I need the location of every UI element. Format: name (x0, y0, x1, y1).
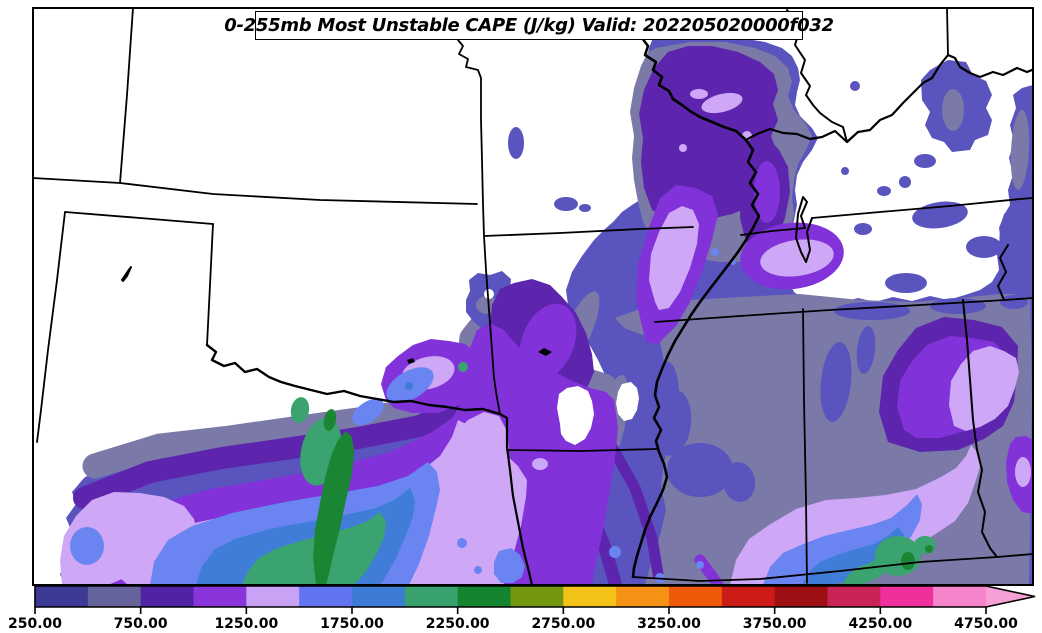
border-ky-tn-east (811, 197, 1033, 219)
border-ok-west (206, 223, 214, 346)
low-cape-holes (484, 289, 639, 445)
border-tx-ar-la (498, 412, 534, 585)
mississippi-river-line (631, 36, 761, 579)
border-co-ks (119, 8, 134, 184)
border-ar-la (506, 448, 658, 452)
colorbar: 250.00 750.00 1250.00 1750.00 2250.00 2750.00… (0, 583, 1042, 633)
colorbar-segment (510, 586, 564, 607)
border-ky-tn-west (740, 227, 806, 236)
ohio-river-line (744, 53, 1033, 144)
colorbar-tick-label: 1750.00 (320, 616, 384, 632)
colorbar-segment (299, 586, 353, 607)
colorbar-segment (193, 586, 247, 607)
colorbar-segment (880, 586, 934, 607)
colorbar-tick-label: 2750.00 (531, 616, 595, 632)
colorbar-segment (352, 586, 406, 607)
colorbar-outline (34, 585, 1036, 608)
border-ms-al (802, 308, 808, 584)
colorbar-segment (563, 586, 617, 607)
plot-title-box: 0-255mb Most Unstable CAPE (J/kg) Valid:… (224, 11, 834, 40)
border-37n (33, 177, 478, 205)
border-mo-ar (483, 226, 694, 237)
colorbar-tick-label: 2250.00 (426, 616, 490, 632)
border-tx-nm (36, 211, 66, 443)
colorbar-tick-label: 250.00 (8, 616, 62, 632)
state-boundary-layer (33, 8, 1033, 585)
border-red-river (205, 343, 502, 416)
colorbar-segment (616, 586, 670, 607)
border-il-in-wabash (786, 9, 848, 143)
cape-fill-2250 (313, 409, 933, 585)
colorbar-tick-label: 3750.00 (743, 616, 807, 632)
map-frame (32, 7, 1034, 586)
border-35n-tn-south (654, 297, 1033, 323)
colorbar-segment (140, 586, 195, 607)
border-tn-nc (997, 244, 1009, 301)
colorbar-tick-label: 4250.00 (848, 616, 912, 632)
colorbar-segment (669, 586, 723, 607)
colorbar-segment (721, 586, 776, 607)
small-lake-marks (407, 348, 552, 364)
plot-title: 0-255mb Most Unstable CAPE (J/kg) Valid:… (224, 15, 834, 36)
colorbar-segment (35, 586, 89, 607)
colorbar-tick-label: 1250.00 (214, 616, 278, 632)
border-in-oh (946, 8, 949, 56)
colorbar-segment (404, 586, 459, 607)
colorbar-extend-arrow (986, 586, 1035, 607)
contour-fill-layer (33, 8, 1033, 585)
border-mo-west (457, 39, 501, 415)
colorbar-segment (457, 586, 512, 607)
cape-fill-500-patch (942, 89, 964, 131)
colorbar-tick-label: 4750.00 (954, 616, 1018, 632)
border-al-ga (962, 299, 998, 558)
colorbar-svg: 250.00 750.00 1250.00 1750.00 2250.00 2750.00… (8, 585, 1036, 632)
colorbar-tick-label: 3250.00 (637, 616, 701, 632)
colorbar-segment (87, 586, 142, 607)
colorbar-segment (827, 586, 881, 607)
colorbar-segment (774, 586, 829, 607)
colorbar-segment (933, 586, 987, 607)
colorbar-segment (246, 586, 300, 607)
nm-canyon-squiggle (121, 266, 132, 282)
tennessee-river-squiggle (795, 196, 813, 263)
colorbar-tick-label: 750.00 (114, 616, 168, 632)
border-ok-panhandle-south (64, 211, 214, 225)
